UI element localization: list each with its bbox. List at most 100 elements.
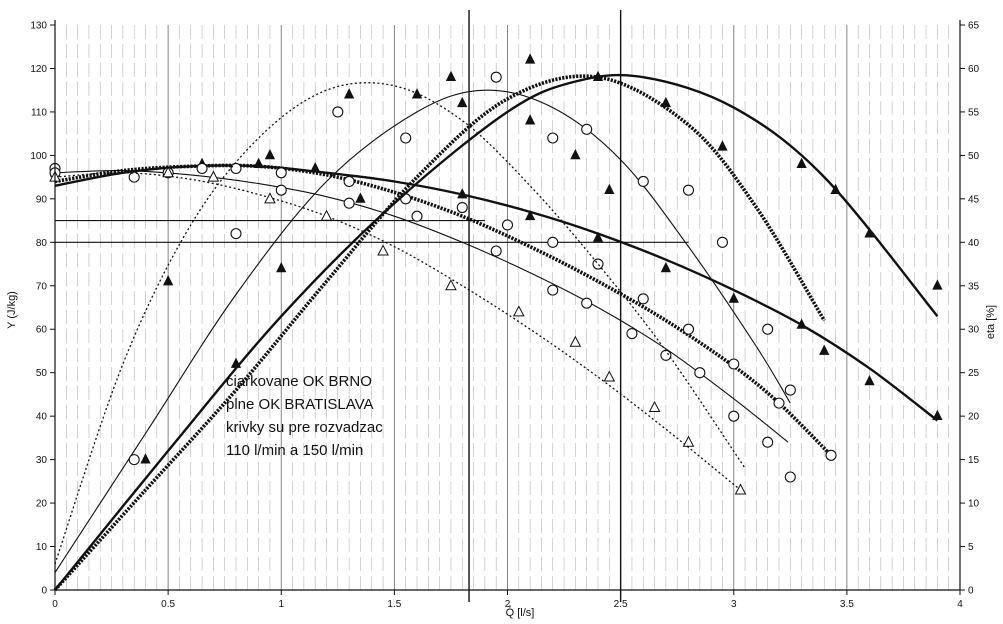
series-8 <box>54 82 746 565</box>
y-tick-label: 60 <box>36 325 48 336</box>
x-tick-label: 1.5 <box>387 599 401 610</box>
x-tick-label: 0 <box>52 599 58 610</box>
data-point <box>343 175 355 188</box>
data-point <box>648 400 661 412</box>
y-tick-label: 50 <box>36 368 48 379</box>
data-point <box>490 71 502 83</box>
x-tick-label: 4 <box>957 599 963 610</box>
series-line <box>53 74 826 592</box>
series-line <box>54 89 791 573</box>
y2-tick-label: 30 <box>968 325 980 336</box>
data-point <box>276 261 287 273</box>
y-tick-label: 80 <box>36 238 48 249</box>
y2-axis-title: eta [%] <box>985 305 997 339</box>
data-point <box>400 132 412 144</box>
data-point <box>592 258 604 270</box>
data-point <box>762 323 774 335</box>
data-point <box>524 114 536 125</box>
data-point <box>825 449 837 461</box>
annotation-line-2: plne OK BRATISLAVA <box>226 396 374 413</box>
data-point <box>592 231 604 242</box>
data-point <box>445 70 457 82</box>
data-point <box>332 106 344 118</box>
data-point <box>604 183 615 195</box>
data-point <box>264 148 276 160</box>
data-point <box>682 184 695 196</box>
x-tick-label: 3 <box>731 599 737 610</box>
data-point <box>762 436 774 448</box>
data-point <box>728 358 740 370</box>
y2-tick-label: 50 <box>968 151 980 162</box>
data-point <box>128 171 140 183</box>
x-tick-label: 0.5 <box>161 599 175 610</box>
data-point <box>637 293 649 305</box>
data-point <box>796 318 807 329</box>
data-point <box>932 409 943 421</box>
data-point <box>717 140 728 151</box>
series-line <box>54 170 789 443</box>
data-point <box>230 162 242 174</box>
series-6 <box>54 73 939 591</box>
data-point <box>140 453 151 464</box>
data-point <box>445 279 457 291</box>
data-point <box>626 328 638 340</box>
x-tick-label: 3.5 <box>840 599 854 610</box>
y2-tick-label: 0 <box>968 586 974 597</box>
data-point <box>796 157 807 168</box>
data-point <box>660 261 672 273</box>
data-point <box>162 166 174 178</box>
data-point <box>784 384 796 396</box>
annotation-line-3: krivky su pre rozvadzac <box>226 419 383 436</box>
data-point <box>264 192 276 204</box>
y-tick-label: 110 <box>31 107 47 118</box>
data-point <box>581 123 593 135</box>
annotation-block: ciarkovane OK BRNO plne OK BRATISLAVA kr… <box>226 373 383 459</box>
y-tick-label: 40 <box>36 412 48 423</box>
x-tick-label: 2.5 <box>614 599 628 610</box>
data-point <box>355 192 366 203</box>
y-tick-label: 120 <box>30 64 47 75</box>
data-point <box>932 279 943 290</box>
data-point <box>524 209 536 221</box>
y2-tick-label: 20 <box>968 412 980 423</box>
data-point <box>207 170 220 182</box>
axes: 0102030405060708090100110120130051015202… <box>30 20 980 610</box>
series-line <box>54 172 741 491</box>
data-point <box>457 96 468 108</box>
annotation-line-1: ciarkovane OK BRNO <box>226 373 372 390</box>
data-point <box>660 349 672 361</box>
data-point <box>603 370 616 382</box>
data-point <box>320 209 333 221</box>
data-point <box>501 219 514 231</box>
data-point <box>734 483 747 495</box>
annotation-line-4: 110 l/min a 150 l/min <box>226 442 363 459</box>
data-point <box>682 435 695 447</box>
y-tick-label: 90 <box>36 194 48 205</box>
reference-lines <box>55 10 689 602</box>
series-line <box>54 82 746 565</box>
y2-tick-label: 25 <box>968 368 980 379</box>
y2-tick-label: 60 <box>968 64 980 75</box>
data-point <box>784 471 796 483</box>
data-point <box>660 96 672 108</box>
y2-tick-label: 35 <box>968 281 980 292</box>
data-point <box>547 236 559 248</box>
data-point <box>411 210 423 222</box>
data-point <box>230 228 242 240</box>
y2-tick-label: 15 <box>968 455 980 466</box>
data-point <box>456 201 468 214</box>
data-point <box>377 244 389 256</box>
y-tick-label: 130 <box>30 21 47 32</box>
data-point <box>773 397 785 409</box>
data-point <box>864 374 875 386</box>
data-point <box>457 188 468 199</box>
data-point <box>162 275 174 286</box>
data-point <box>819 344 830 355</box>
data-point <box>275 184 287 196</box>
data-point <box>728 292 739 303</box>
series-4 <box>49 166 747 495</box>
data-point <box>570 148 581 160</box>
data-point <box>728 410 740 422</box>
